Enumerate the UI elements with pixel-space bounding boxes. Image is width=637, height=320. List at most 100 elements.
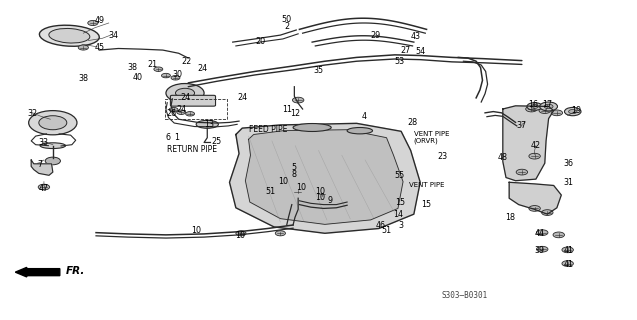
Text: 44: 44 [534, 229, 545, 238]
Circle shape [78, 45, 89, 50]
Text: 22: 22 [182, 57, 192, 66]
Text: 6: 6 [166, 132, 170, 141]
Text: 37: 37 [517, 121, 527, 131]
Text: 45: 45 [94, 43, 104, 52]
Text: 39: 39 [534, 246, 544, 255]
Text: 33: 33 [39, 138, 49, 147]
Text: 10: 10 [296, 183, 306, 192]
Text: 41: 41 [563, 260, 573, 269]
Text: 40: 40 [132, 73, 142, 82]
Text: 48: 48 [498, 153, 508, 162]
Circle shape [236, 231, 246, 236]
Circle shape [536, 246, 548, 252]
Text: 15: 15 [395, 197, 405, 206]
Polygon shape [245, 130, 403, 224]
Circle shape [39, 116, 67, 130]
Ellipse shape [347, 127, 373, 134]
Circle shape [527, 103, 542, 110]
Text: 14: 14 [393, 210, 403, 219]
Circle shape [569, 109, 577, 114]
Text: 26: 26 [166, 109, 176, 118]
Text: 3: 3 [399, 221, 404, 230]
Text: 10: 10 [278, 177, 289, 186]
Text: FEED PIPE: FEED PIPE [248, 125, 287, 134]
Circle shape [553, 232, 564, 238]
Circle shape [562, 261, 573, 267]
Circle shape [529, 205, 540, 211]
Text: 27: 27 [401, 46, 411, 55]
Text: 21: 21 [147, 60, 157, 69]
Text: 2: 2 [284, 22, 289, 31]
Circle shape [38, 184, 50, 190]
Polygon shape [509, 182, 561, 214]
Text: 10: 10 [192, 226, 201, 235]
Ellipse shape [39, 25, 99, 46]
Polygon shape [503, 106, 554, 181]
Text: 28: 28 [408, 118, 418, 127]
Text: 9: 9 [327, 196, 333, 205]
Circle shape [171, 76, 180, 80]
Text: 16: 16 [528, 100, 538, 109]
Text: RETURN PIPE: RETURN PIPE [168, 145, 217, 154]
Circle shape [564, 108, 581, 116]
Ellipse shape [40, 143, 66, 148]
Circle shape [176, 110, 185, 115]
Text: S303–B0301: S303–B0301 [441, 291, 487, 300]
Circle shape [162, 73, 171, 78]
Text: 38: 38 [128, 63, 138, 72]
Text: 19: 19 [571, 106, 581, 115]
Text: 54: 54 [415, 47, 426, 56]
Text: 31: 31 [563, 178, 573, 187]
Text: 10: 10 [315, 188, 325, 196]
Text: 18: 18 [505, 213, 515, 222]
Text: 41: 41 [563, 246, 573, 255]
Circle shape [88, 20, 98, 26]
Text: 30: 30 [173, 70, 182, 79]
Ellipse shape [196, 120, 218, 128]
Circle shape [292, 97, 304, 103]
Text: 11: 11 [282, 105, 292, 114]
Circle shape [45, 157, 61, 165]
Text: 24: 24 [237, 93, 247, 102]
Circle shape [166, 84, 204, 103]
Text: 15: 15 [422, 200, 432, 209]
Text: 51: 51 [266, 188, 276, 196]
Text: 20: 20 [255, 37, 265, 46]
Circle shape [562, 247, 573, 253]
Text: 43: 43 [411, 32, 421, 41]
Text: 4: 4 [362, 112, 367, 121]
Circle shape [531, 105, 538, 108]
Text: 34: 34 [109, 31, 119, 40]
Text: 12: 12 [290, 109, 300, 118]
Circle shape [536, 230, 548, 236]
Circle shape [292, 189, 303, 195]
Text: 51: 51 [382, 226, 392, 235]
Text: 10: 10 [235, 231, 245, 240]
FancyArrow shape [15, 268, 60, 277]
Text: 36: 36 [563, 159, 573, 168]
Polygon shape [229, 123, 420, 233]
Text: 29: 29 [371, 31, 381, 40]
Text: 8: 8 [292, 170, 297, 179]
Circle shape [529, 153, 540, 159]
Text: 17: 17 [542, 100, 552, 109]
Text: 38: 38 [78, 74, 89, 83]
Ellipse shape [293, 124, 331, 132]
Text: VENT PIPE: VENT PIPE [409, 182, 444, 188]
Circle shape [544, 104, 553, 109]
FancyBboxPatch shape [171, 95, 215, 106]
Text: 24: 24 [197, 64, 208, 73]
Circle shape [551, 110, 562, 116]
Text: 46: 46 [375, 221, 385, 230]
Ellipse shape [49, 28, 90, 43]
Text: FR.: FR. [66, 266, 85, 276]
Circle shape [154, 67, 163, 71]
Text: 5: 5 [292, 163, 297, 172]
Text: 25: 25 [211, 137, 222, 146]
Circle shape [317, 192, 327, 197]
Text: 7: 7 [38, 160, 43, 169]
Circle shape [540, 102, 557, 111]
Circle shape [275, 231, 285, 236]
Bar [165, 100, 227, 119]
Text: 53: 53 [395, 57, 405, 66]
